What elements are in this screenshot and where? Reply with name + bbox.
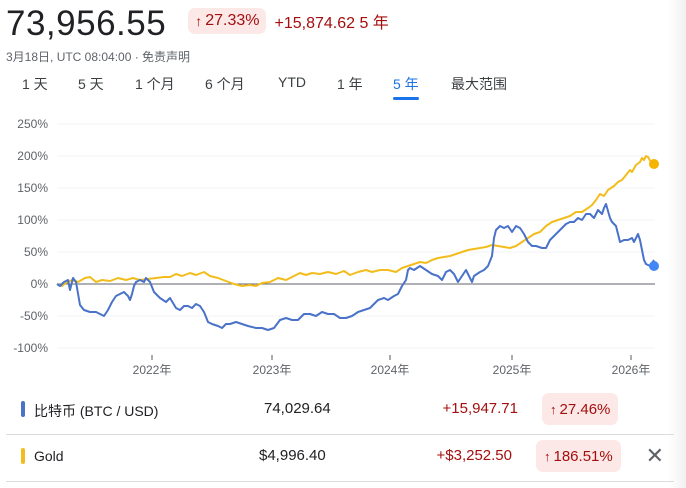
tab-6m[interactable]: 6 个月 — [205, 76, 245, 92]
btc-series-line — [56, 203, 655, 331]
y-tick-250: 250% — [17, 117, 48, 131]
y-tick-100: 100% — [17, 213, 48, 227]
btc-end-dot — [649, 261, 659, 271]
btc-pct-badge: ↑ 27.46% — [542, 393, 619, 425]
tab-ytd[interactable]: YTD — [278, 74, 306, 90]
comparison-legend-table: 比特币 (BTC / USD) 74,029.64 +15,947.71 ↑ 2… — [6, 388, 674, 482]
timestamp-disclaimer[interactable]: 3月18日, UTC 08:04:00 · 免责声明 — [6, 50, 191, 64]
btc-change: +15,947.71 — [442, 400, 519, 417]
change-percent-badge: ↑ 27.33% — [188, 8, 267, 34]
gold-name: Gold — [34, 448, 64, 464]
gold-series-line — [56, 155, 653, 287]
gold-change: +$3,252.50 — [436, 447, 513, 464]
tab-1y[interactable]: 1 年 — [337, 76, 363, 92]
x-tick-2023: 2023年 — [252, 363, 292, 377]
change-percent: 27.33% — [205, 12, 260, 29]
btc-name: 比特币 (BTC / USD) — [34, 403, 159, 419]
comparison-chart[interactable]: 250% 200% 150% 100% 50% 0% -50% -100% 20… — [0, 110, 686, 380]
tab-5d[interactable]: 5 天 — [78, 76, 104, 92]
gold-pct-badge: ↑ 186.51% — [536, 440, 621, 472]
y-tick-200: 200% — [17, 149, 48, 163]
remove-comparison-close-icon[interactable]: ✕ — [645, 443, 664, 468]
btc-color-swatch — [21, 401, 25, 417]
legend-row-gold[interactable]: Gold $4,996.40 +$3,252.50 ↑ 186.51% ✕ — [6, 435, 674, 482]
btc-pct: 27.46% — [559, 400, 611, 418]
x-tick-2025: 2025年 — [492, 363, 532, 377]
x-tick-2026: 2026年 — [611, 363, 651, 377]
tab-max[interactable]: 最大范围 — [451, 76, 507, 92]
y-tick-150: 150% — [17, 181, 48, 195]
y-tick-neg50: -50% — [19, 309, 48, 323]
gold-value: $4,996.40 — [259, 447, 326, 464]
tab-1d[interactable]: 1 天 — [22, 76, 48, 92]
chart-plot — [56, 123, 659, 360]
gold-pct: 186.51% — [553, 447, 613, 465]
price-header: 73,956.55 ↑ 27.33% +15,874.62 5 年 — [6, 4, 389, 44]
y-tick-neg100: -100% — [13, 341, 48, 355]
x-tick-2022: 2022年 — [132, 363, 172, 377]
gold-color-swatch — [21, 448, 25, 464]
y-tick-50: 50% — [23, 245, 48, 259]
x-tick-2024: 2024年 — [370, 363, 410, 377]
arrow-up-icon: ↑ — [544, 448, 551, 464]
arrow-up-icon: ↑ — [550, 401, 557, 417]
legend-row-btc[interactable]: 比特币 (BTC / USD) 74,029.64 +15,947.71 ↑ 2… — [6, 388, 674, 435]
tab-5y[interactable]: 5 年 — [393, 74, 419, 100]
btc-value: 74,029.64 — [264, 400, 331, 417]
change-absolute: +15,874.62 5 年 — [274, 15, 389, 32]
arrow-up-icon: ↑ — [195, 13, 203, 29]
tab-1m[interactable]: 1 个月 — [135, 76, 175, 92]
y-tick-0: 0% — [30, 277, 48, 291]
scrollbar-track — [668, 0, 686, 488]
current-price: 73,956.55 — [6, 4, 167, 43]
gold-end-dot — [649, 159, 659, 169]
